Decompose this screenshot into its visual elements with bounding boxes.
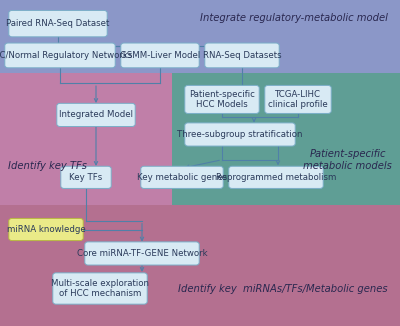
Text: Core miRNA-TF-GENE Network: Core miRNA-TF-GENE Network (77, 249, 207, 258)
Text: Identify key TFs: Identify key TFs (8, 161, 87, 171)
Text: Key TFs: Key TFs (69, 173, 103, 182)
Text: Integrated Model: Integrated Model (59, 111, 133, 119)
FancyBboxPatch shape (85, 242, 199, 265)
Text: Integrate regulatory-metabolic model: Integrate regulatory-metabolic model (200, 13, 388, 23)
Text: GSMM-Liver Model: GSMM-Liver Model (120, 51, 200, 60)
Bar (0, 0, 400, 73)
FancyBboxPatch shape (5, 43, 115, 68)
Text: Three-subgroup stratification: Three-subgroup stratification (177, 130, 303, 139)
FancyBboxPatch shape (185, 85, 259, 113)
FancyBboxPatch shape (57, 103, 135, 126)
Text: Identify key  miRNAs/TFs/Metabolic genes: Identify key miRNAs/TFs/Metabolic genes (178, 284, 388, 293)
FancyBboxPatch shape (9, 218, 83, 241)
FancyBboxPatch shape (141, 166, 223, 188)
Text: Reprogrammed metabolism: Reprogrammed metabolism (216, 173, 336, 182)
Text: Paired RNA-Seq Dataset: Paired RNA-Seq Dataset (6, 19, 110, 28)
FancyBboxPatch shape (205, 43, 279, 68)
FancyBboxPatch shape (265, 85, 331, 113)
Text: Patient-specific
HCC Models: Patient-specific HCC Models (189, 90, 255, 109)
FancyBboxPatch shape (185, 123, 295, 146)
Text: Key metabolic genes: Key metabolic genes (137, 173, 227, 182)
FancyBboxPatch shape (121, 43, 199, 68)
Bar (172, 73, 400, 205)
FancyBboxPatch shape (53, 273, 147, 304)
Text: TCGA-LIHC
clinical profile: TCGA-LIHC clinical profile (268, 90, 328, 109)
FancyBboxPatch shape (9, 10, 107, 37)
FancyBboxPatch shape (61, 166, 111, 188)
Text: miRNA knowledge: miRNA knowledge (7, 225, 85, 234)
Text: HCC/Normal Regulatory Networks: HCC/Normal Regulatory Networks (0, 51, 133, 60)
Text: Patient-specific
metabolic models: Patient-specific metabolic models (303, 149, 392, 170)
Bar (0, 205, 400, 326)
FancyBboxPatch shape (229, 166, 323, 188)
Bar (0, 73, 172, 205)
Text: RNA-Seq Datasets: RNA-Seq Datasets (203, 51, 281, 60)
Text: Multi-scale exploration
of HCC mechanism: Multi-scale exploration of HCC mechanism (51, 279, 149, 298)
